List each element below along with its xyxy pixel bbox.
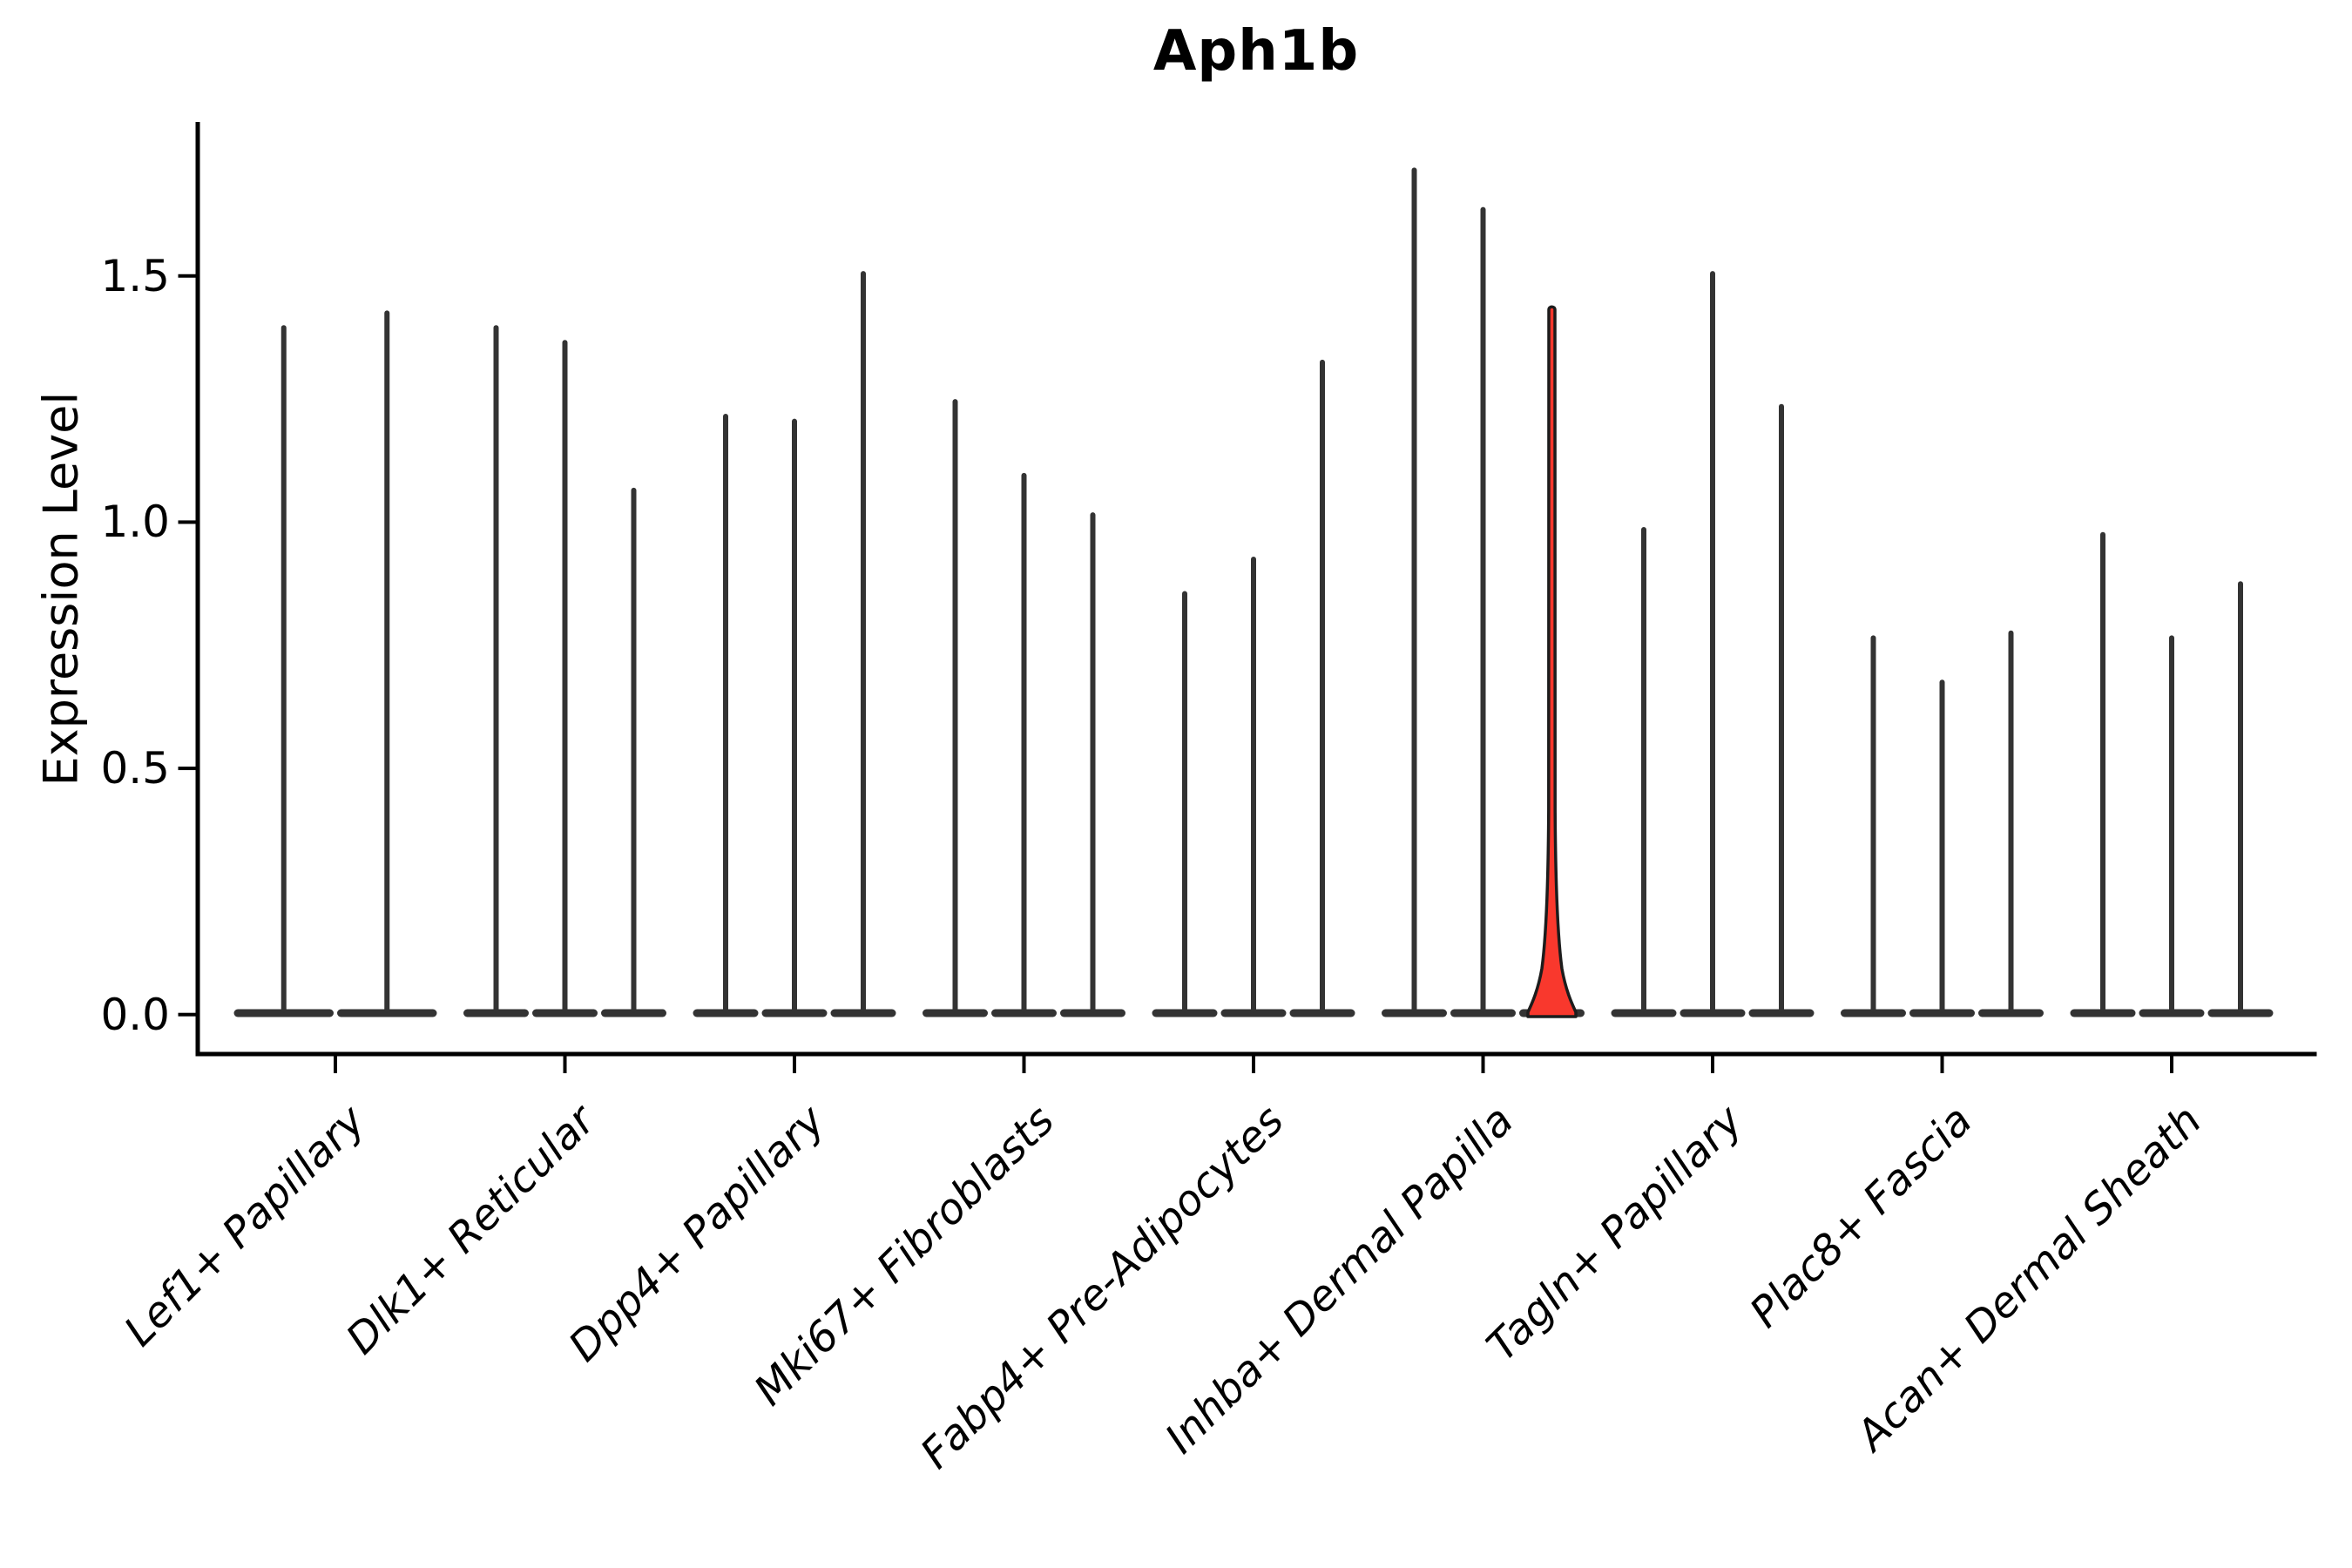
- x-tick: [1022, 1054, 1026, 1073]
- chart-title: Aph1b: [1152, 19, 1360, 84]
- y-tick-label: 0.5: [100, 743, 170, 794]
- x-tick: [793, 1054, 796, 1073]
- y-tick-label: 0.0: [100, 989, 170, 1040]
- x-tick: [1252, 1054, 1255, 1073]
- y-tick: [178, 1012, 196, 1017]
- y-tick-label: 1.0: [100, 497, 170, 548]
- x-tick: [2170, 1054, 2173, 1073]
- x-tick: [334, 1054, 337, 1073]
- y-tick: [178, 274, 196, 278]
- y-tick: [178, 767, 196, 771]
- x-tick: [563, 1054, 567, 1073]
- x-tick: [1711, 1054, 1714, 1073]
- axis-left-spine: [195, 122, 200, 1057]
- axis-bottom-spine: [195, 1051, 2317, 1057]
- highlighted-violin: [1526, 305, 1578, 1018]
- y-tick-label: 1.5: [100, 250, 170, 301]
- x-tick: [1940, 1054, 1944, 1073]
- y-tick: [178, 520, 196, 524]
- x-tick: [1481, 1054, 1485, 1073]
